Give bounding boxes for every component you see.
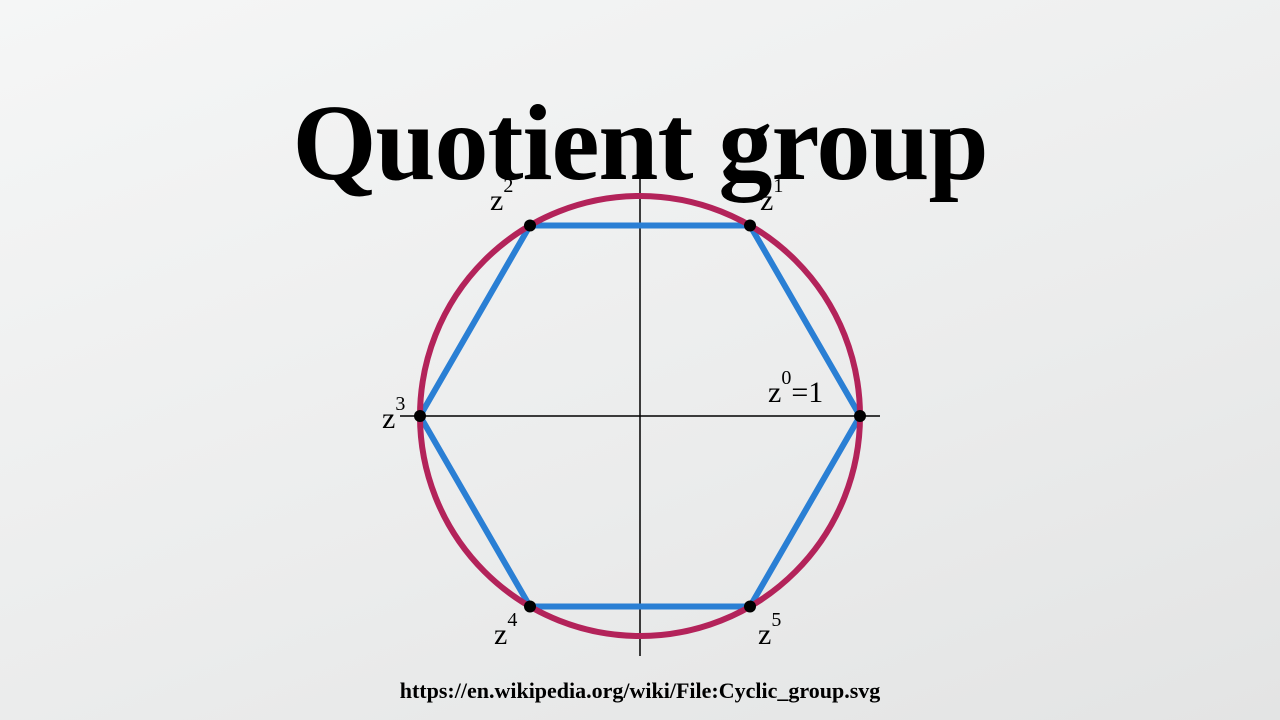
- vertex-dot-z3: [414, 410, 426, 422]
- label-z1: z1: [760, 175, 783, 217]
- label-z4: z4: [494, 609, 517, 651]
- source-caption: https://en.wikipedia.org/wiki/File:Cycli…: [0, 678, 1280, 704]
- label-z2: z2: [490, 175, 513, 217]
- vertex-dot-z2: [524, 220, 536, 232]
- label-z0: z0=1: [768, 367, 823, 409]
- vertex-dot-z0: [854, 410, 866, 422]
- label-z5: z5: [758, 609, 781, 651]
- vertex-dot-z4: [524, 601, 536, 613]
- label-z3: z3: [382, 393, 405, 435]
- vertex-dot-z5: [744, 601, 756, 613]
- cyclic-group-diagram: z0=1 z1 z2 z3 z4 z5: [380, 156, 900, 676]
- vertex-dot-z1: [744, 220, 756, 232]
